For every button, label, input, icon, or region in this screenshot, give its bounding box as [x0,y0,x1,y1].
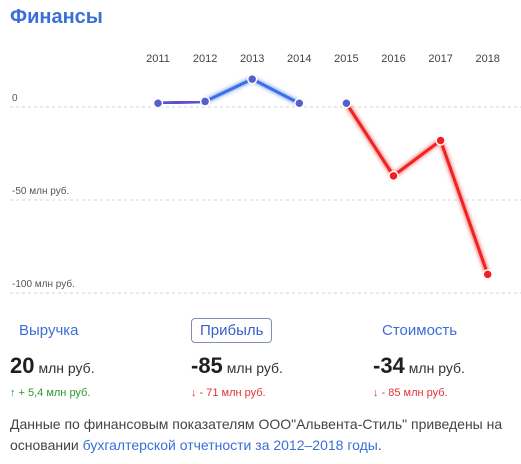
data-point [482,269,493,280]
note-tail: . [377,437,382,453]
note-text: Данные по финансовым показателям ООО"Аль… [10,416,503,453]
series-segment [439,138,490,276]
cost-delta: ↓ - 85 млн руб. [373,387,466,399]
x-tick-label: 2016 [381,53,405,65]
x-tick-label: 2013 [240,53,264,65]
data-point [341,98,352,109]
profit-delta: ↓ - 71 млн руб. [191,387,283,399]
cost-value: -34 [373,353,405,378]
arrow-down-icon: ↓ [191,387,197,399]
x-tick-label: 2012 [193,53,217,65]
revenue-value: 20 [10,353,35,378]
data-point [199,96,211,107]
data-point [294,98,305,109]
metric-value: Стоимость -34 млн руб. ↓ - 85 млн руб. [373,318,466,399]
section-title: Финансы [10,6,103,28]
arrow-up-icon: ↑ [10,387,16,399]
cost-value-row: -34 млн руб. [373,353,466,379]
x-tick-label: 2014 [287,53,311,65]
revenue-value-row: 20 млн руб. [10,353,95,379]
arrow-down-icon: ↓ [373,387,379,399]
profit-value-row: -85 млн руб. [191,353,283,379]
data-point [388,170,399,182]
tab-revenue[interactable]: Выручка [19,322,79,339]
revenue-delta-text: + 5,4 млн руб. [18,387,91,399]
profit-value: -85 [191,353,223,378]
revenue-delta: ↑ + 5,4 млн руб. [10,387,95,399]
profit-delta-text: - 71 млн руб. [199,387,266,399]
series-segment [203,77,254,103]
tab-profit[interactable]: Прибыль [191,318,273,343]
series-segment [156,99,207,105]
report-link[interactable]: бухгалтерской отчетности за 2012–2018 го… [82,437,378,453]
revenue-unit: млн руб. [38,360,95,376]
metric-profit: Прибыль -85 млн руб. ↓ - 71 млн руб. [191,318,283,399]
series-segment [392,138,443,178]
data-point [152,98,164,109]
cost-unit: млн руб. [408,360,465,376]
profit-line-chart: 0 -50 млн руб. -100 млн руб. 2011 2012 2013 2… [10,53,521,294]
tab-cost[interactable]: Стоимость [382,322,458,339]
metric-revenue: Выручка 20 млн руб. ↑ + 5,4 млн руб. [10,318,95,399]
y-tick-label: 0 [12,93,18,104]
x-tick-label: 2017 [428,53,452,65]
data-point [435,135,446,146]
series-segment [344,101,395,178]
source-note: Данные по финансовым показателям ООО"Аль… [10,414,515,456]
x-tick-label: 2011 [146,53,170,65]
x-tick-label: 2018 [475,53,499,65]
data-point [246,73,258,85]
profit-unit: млн руб. [226,360,283,376]
x-tick-label: 2015 [334,53,358,65]
cost-delta-text: - 85 млн руб. [381,387,448,399]
y-tick-label: -100 млн руб. [12,278,75,290]
series-segment [250,77,301,105]
y-tick-label: -50 млн руб. [12,185,69,197]
